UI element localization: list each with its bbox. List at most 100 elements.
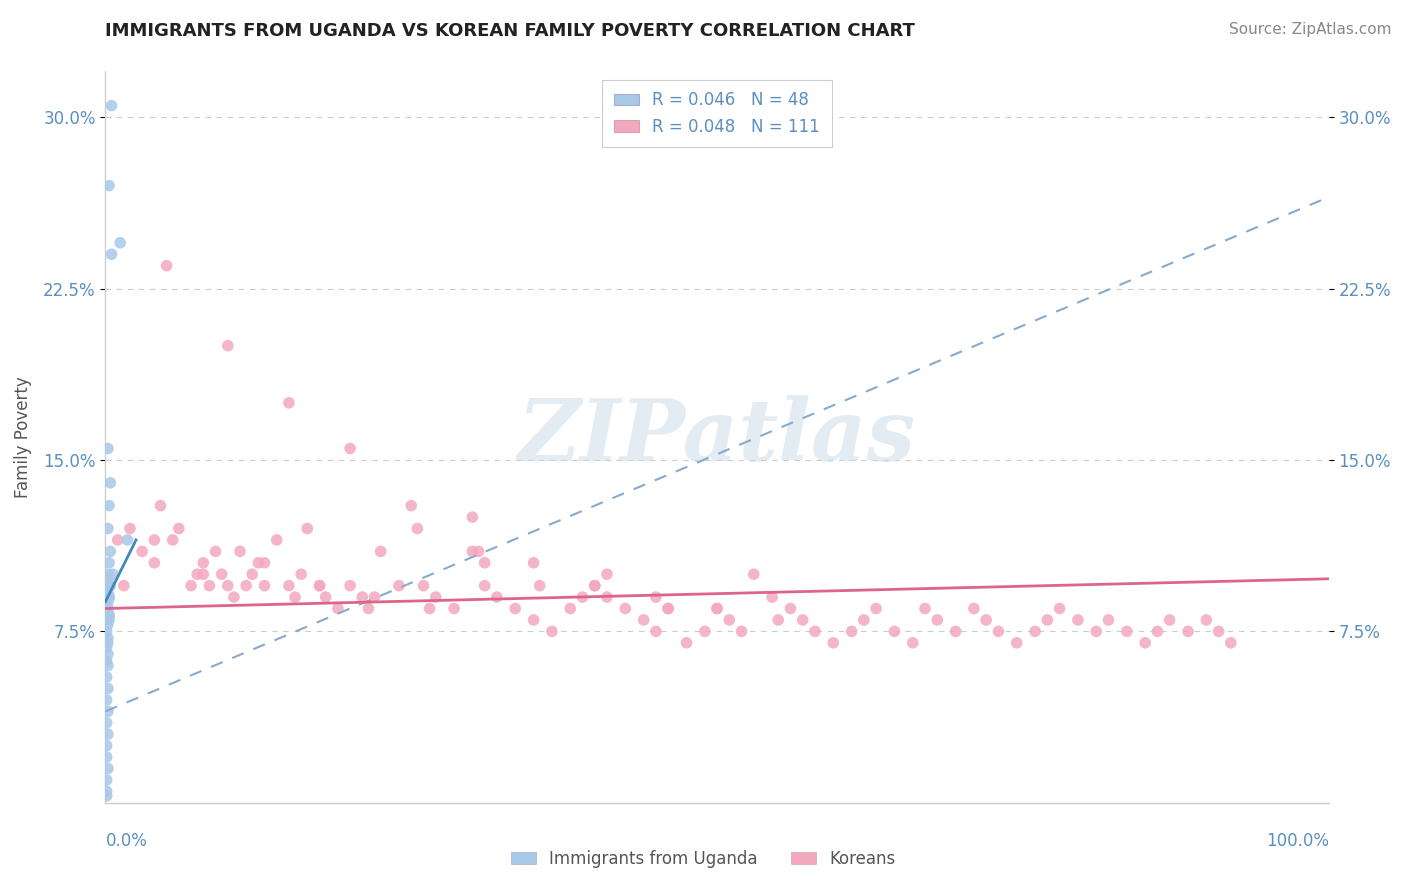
Point (98, 178, 121, 193)
Point (388, 579, 411, 593)
Point (945, 624, 967, 639)
Point (193, 567, 215, 582)
Point (412, 579, 434, 593)
Point (97, 521, 120, 535)
Point (363, 590, 385, 604)
Point (467, 544, 489, 558)
Point (1085, 624, 1108, 639)
Point (1097, 613, 1119, 627)
Point (326, 601, 349, 615)
Point (1049, 601, 1071, 615)
Point (1159, 613, 1181, 627)
Point (143, 556, 166, 570)
Point (96, 715, 118, 730)
Text: IMMIGRANTS FROM UGANDA VS KOREAN FAMILY POVERTY CORRELATION CHART: IMMIGRANTS FROM UGANDA VS KOREAN FAMILY … (105, 22, 915, 40)
Point (240, 567, 263, 582)
Point (278, 579, 301, 593)
Point (98, 579, 121, 593)
Point (97, 594, 120, 608)
Point (419, 601, 441, 615)
Point (297, 521, 319, 535)
Point (352, 590, 374, 604)
Point (1067, 613, 1090, 627)
Point (522, 613, 544, 627)
Point (425, 590, 447, 604)
Point (657, 601, 679, 615)
Point (596, 567, 619, 582)
Point (974, 613, 997, 627)
Point (98, 608, 121, 623)
Point (167, 521, 190, 535)
Point (792, 613, 814, 627)
Point (118, 521, 141, 535)
Point (97, 647, 120, 661)
Point (339, 442, 361, 456)
Point (97, 617, 120, 632)
Point (235, 579, 257, 593)
Point (503, 601, 526, 615)
Point (131, 544, 153, 558)
Point (883, 624, 905, 639)
Point (217, 579, 239, 593)
Point (583, 579, 606, 593)
Point (852, 613, 875, 627)
Point (485, 590, 508, 604)
Point (107, 533, 129, 547)
Point (101, 567, 124, 582)
Point (823, 636, 845, 650)
Point (98, 556, 121, 570)
Point (222, 590, 245, 604)
Point (97, 567, 120, 582)
Point (98, 613, 121, 627)
Y-axis label: Family Poverty: Family Poverty (14, 376, 32, 498)
Point (841, 624, 863, 639)
Point (96, 784, 118, 798)
Point (97, 705, 120, 719)
Point (96, 739, 118, 753)
Point (97, 613, 120, 627)
Point (253, 579, 276, 593)
Point (357, 601, 380, 615)
Point (657, 601, 679, 615)
Text: 100.0%: 100.0% (1265, 832, 1329, 850)
Point (706, 601, 728, 615)
Point (98, 544, 121, 558)
Point (97, 681, 120, 696)
Point (96, 789, 118, 803)
Point (180, 579, 202, 593)
Point (97, 762, 120, 776)
Point (308, 579, 330, 593)
Point (1115, 624, 1137, 639)
Point (97, 658, 120, 673)
Point (474, 556, 496, 570)
Point (987, 624, 1010, 639)
Point (644, 624, 668, 639)
Point (474, 579, 496, 593)
Point (914, 601, 936, 615)
Point (284, 590, 307, 604)
Point (98, 590, 121, 604)
Point (571, 590, 593, 604)
Point (614, 601, 637, 615)
Point (865, 601, 887, 615)
Point (96, 670, 118, 684)
Point (963, 601, 986, 615)
Point (253, 556, 276, 570)
Point (97, 442, 120, 456)
Point (927, 613, 949, 627)
Point (401, 499, 423, 513)
Point (247, 556, 270, 570)
Point (1024, 624, 1046, 639)
Point (779, 601, 801, 615)
Point (1195, 613, 1218, 627)
Point (100, 98, 122, 112)
Point (644, 590, 668, 604)
Point (96, 624, 118, 639)
Point (96, 772, 118, 787)
Point (198, 579, 221, 593)
Point (768, 613, 790, 627)
Point (804, 624, 827, 639)
Point (290, 567, 312, 582)
Point (675, 636, 697, 650)
Point (204, 544, 226, 558)
